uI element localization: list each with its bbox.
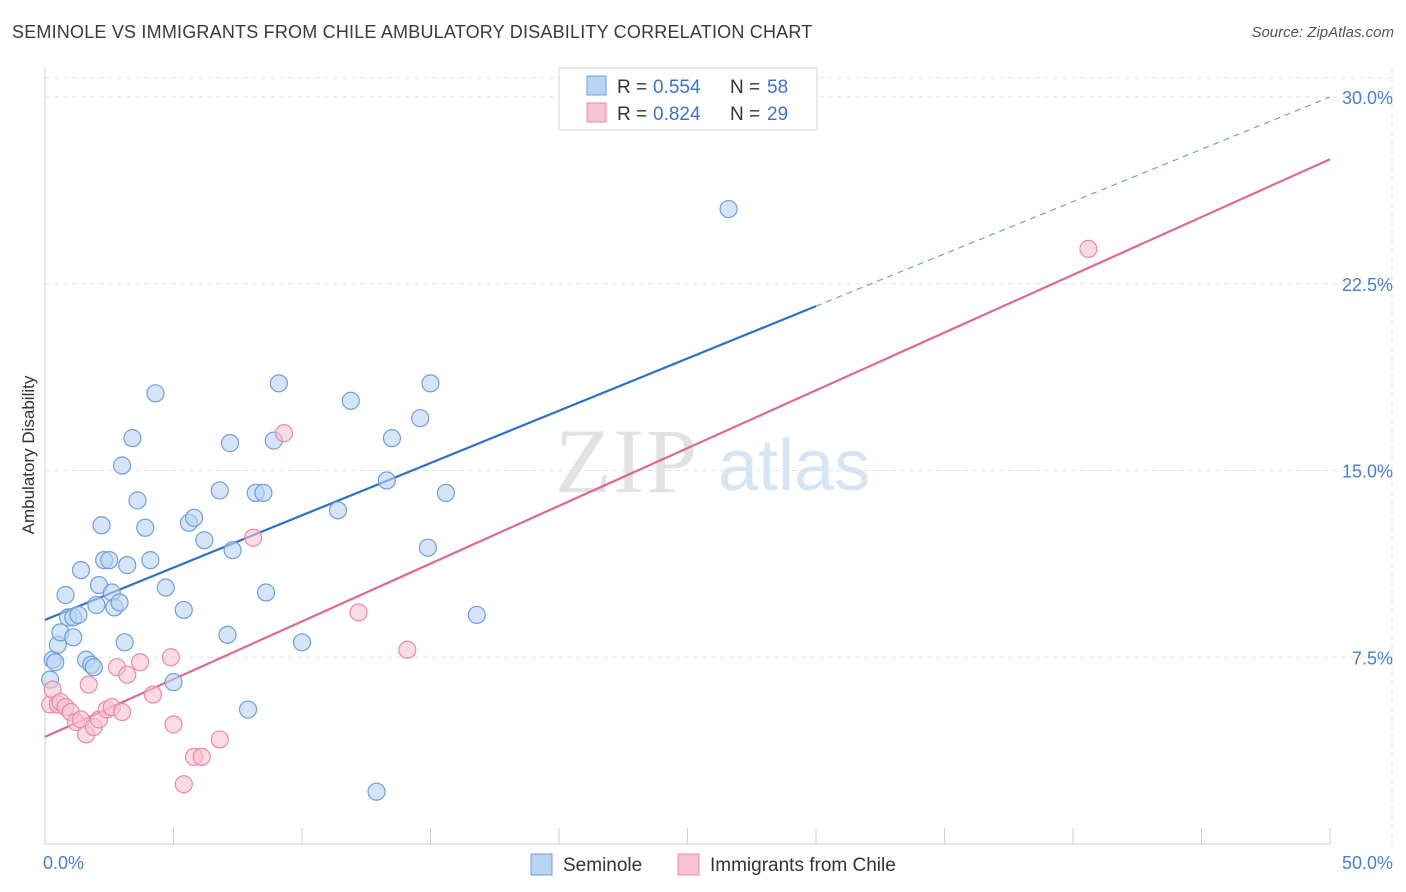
point-seminole-53 bbox=[418, 538, 438, 557]
source-credit: Source: ZipAtlas.com bbox=[1251, 24, 1394, 41]
point-seminole-26 bbox=[128, 491, 147, 510]
point-seminole-21 bbox=[110, 593, 129, 612]
point-seminole-51 bbox=[382, 429, 402, 448]
point-seminole-14 bbox=[87, 595, 106, 615]
x-tick-label-1: 50.0% bbox=[1342, 853, 1393, 873]
point-chile-16 bbox=[118, 665, 137, 684]
point-seminole-57 bbox=[719, 199, 738, 219]
x-tick-label-0: 0.0% bbox=[43, 853, 84, 873]
point-seminole-39 bbox=[223, 541, 242, 560]
point-seminole-24 bbox=[118, 556, 137, 575]
watermark: ZIP atlas bbox=[555, 410, 870, 512]
point-seminole-47 bbox=[328, 501, 348, 520]
legend-r-value-1: 0.554 bbox=[653, 77, 701, 98]
point-seminole-27 bbox=[136, 518, 155, 537]
legend-n-label-1: N = bbox=[730, 77, 765, 98]
point-seminole-29 bbox=[146, 384, 165, 403]
point-seminole-31 bbox=[164, 673, 183, 692]
y-tick-labels: 7.5% 15.0% 22.5% 30.0% bbox=[1342, 88, 1393, 668]
bottom-legend-label-seminole: Seminole bbox=[563, 855, 642, 876]
watermark-zip: ZIP bbox=[555, 410, 699, 512]
trend-line-seminole bbox=[44, 305, 817, 621]
point-chile-20 bbox=[164, 715, 183, 734]
point-seminole-36 bbox=[210, 481, 229, 500]
y-tick-label-2: 22.5% bbox=[1342, 275, 1393, 295]
point-seminole-49 bbox=[367, 782, 386, 801]
point-seminole-25 bbox=[123, 429, 142, 448]
data-points bbox=[41, 199, 1098, 801]
point-chile-21 bbox=[174, 775, 193, 794]
point-seminole-13 bbox=[84, 658, 103, 677]
point-seminole-30 bbox=[156, 578, 175, 597]
point-seminole-32 bbox=[174, 600, 193, 620]
point-chile-25 bbox=[244, 528, 263, 547]
trend-line-seminole-extension bbox=[815, 96, 1331, 307]
legend-r-label-1: R = bbox=[617, 77, 652, 98]
point-seminole-34 bbox=[184, 508, 204, 527]
axes bbox=[44, 68, 1331, 845]
legend-swatch-chile bbox=[586, 102, 607, 123]
point-seminole-9 bbox=[69, 605, 88, 625]
point-seminole-23 bbox=[115, 633, 134, 652]
legend-row-1: R = 0.554 N = 58 bbox=[617, 77, 788, 98]
point-seminole-2 bbox=[46, 653, 65, 672]
point-seminole-18 bbox=[100, 551, 119, 570]
point-chile-19 bbox=[161, 648, 181, 667]
point-seminole-38 bbox=[220, 434, 240, 453]
point-chile-26 bbox=[274, 424, 294, 443]
x-tick-labels: 0.0% 50.0% bbox=[43, 853, 1393, 873]
point-chile-15 bbox=[112, 702, 132, 722]
point-chile-28 bbox=[398, 640, 417, 659]
bottom-legend-swatch-chile bbox=[677, 853, 700, 876]
trend-line-chile bbox=[44, 158, 1331, 738]
point-seminole-48 bbox=[341, 391, 360, 410]
point-seminole-43 bbox=[256, 583, 276, 602]
point-seminole-50 bbox=[377, 471, 396, 490]
point-seminole-35 bbox=[195, 531, 214, 550]
point-seminole-10 bbox=[71, 560, 91, 580]
y-tick-label-0: 7.5% bbox=[1352, 648, 1393, 668]
legend-swatch-seminole bbox=[586, 75, 607, 96]
point-seminole-5 bbox=[56, 585, 75, 605]
legend-r-label-2: R = bbox=[617, 104, 652, 125]
bottom-legend-swatch-seminole bbox=[530, 853, 553, 876]
legend-n-value-1: 58 bbox=[767, 77, 788, 98]
chart-title: SEMINOLE VS IMMIGRANTS FROM CHILE AMBULA… bbox=[12, 22, 813, 42]
point-chile-27 bbox=[349, 603, 368, 622]
point-seminole-42 bbox=[254, 483, 273, 503]
point-seminole-28 bbox=[141, 551, 160, 570]
point-chile-29 bbox=[1079, 239, 1098, 258]
point-seminole-46 bbox=[292, 633, 312, 652]
bottom-legend-label-chile: Immigrants from Chile bbox=[710, 855, 896, 876]
point-chile-18 bbox=[143, 685, 163, 704]
point-chile-9 bbox=[79, 675, 98, 694]
point-seminole-37 bbox=[218, 625, 237, 644]
watermark-atlas: atlas bbox=[718, 426, 870, 506]
point-seminole-54 bbox=[421, 374, 440, 393]
legend-n-value-2: 29 bbox=[767, 104, 788, 125]
y-axis-label: Ambulatory Disability bbox=[19, 375, 38, 534]
legend-r-value-2: 0.824 bbox=[653, 104, 701, 125]
legend-row-2: R = 0.824 N = 29 bbox=[617, 104, 788, 125]
point-seminole-55 bbox=[436, 483, 456, 503]
legend: R = 0.554 N = 58 R = 0.824 N = 29 bbox=[558, 67, 818, 131]
y-tick-label-3: 30.0% bbox=[1342, 88, 1393, 108]
y-tick-label-1: 15.0% bbox=[1342, 462, 1393, 482]
point-seminole-16 bbox=[92, 516, 111, 535]
point-chile-23 bbox=[192, 747, 211, 766]
point-seminole-40 bbox=[238, 700, 258, 719]
point-chile-17 bbox=[130, 653, 150, 672]
point-seminole-56 bbox=[467, 605, 486, 625]
point-chile-24 bbox=[210, 730, 229, 749]
grid-lines bbox=[45, 68, 1393, 844]
point-seminole-45 bbox=[269, 374, 288, 393]
point-seminole-52 bbox=[411, 409, 430, 428]
trend-lines bbox=[44, 96, 1331, 738]
point-seminole-7 bbox=[64, 628, 83, 647]
point-seminole-22 bbox=[112, 456, 132, 475]
legend-n-label-2: N = bbox=[730, 104, 765, 125]
bottom-legend: Seminole Immigrants from Chile bbox=[530, 853, 896, 876]
